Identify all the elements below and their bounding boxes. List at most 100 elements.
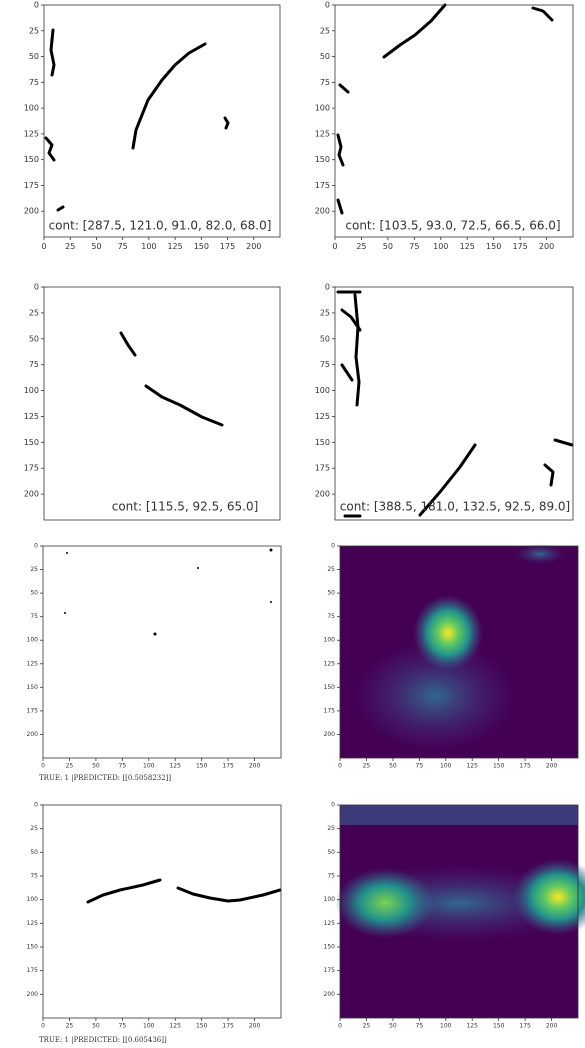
y-tick-label: 175 xyxy=(315,181,330,190)
x-tick-label: 125 xyxy=(466,763,478,770)
y-tick-label: 75 xyxy=(30,613,38,620)
y-tick-label: 200 xyxy=(24,207,39,216)
x-tick-label: 125 xyxy=(167,242,182,251)
crack xyxy=(336,198,344,215)
y-tick-label: 0 xyxy=(34,1,39,10)
heat-region xyxy=(513,859,585,935)
x-tick-label: 25 xyxy=(363,1023,371,1030)
y-tick-label: 100 xyxy=(24,386,39,395)
speck xyxy=(64,612,66,614)
y-tick-label: 200 xyxy=(315,207,330,216)
y-tick-label: 50 xyxy=(320,334,330,343)
crack xyxy=(119,331,137,357)
caption: TRUE: 1 |PREDICTED: [[0.5058232]] xyxy=(39,774,171,782)
crack xyxy=(553,438,574,447)
x-tick-label: 100 xyxy=(440,1023,452,1030)
crack xyxy=(56,205,65,212)
x-tick-label: 50 xyxy=(92,763,100,770)
y-tick-label: 125 xyxy=(27,920,39,927)
x-tick-label: 75 xyxy=(119,1023,127,1030)
x-tick-label: 75 xyxy=(118,242,128,251)
crack xyxy=(86,878,162,904)
x-tick-label: 125 xyxy=(460,242,475,251)
x-tick-label: 200 xyxy=(246,242,261,251)
axes-frame xyxy=(42,804,282,1019)
x-tick-label: 175 xyxy=(222,1023,234,1030)
y-tick-label: 200 xyxy=(324,991,336,998)
y-tick-label: 25 xyxy=(320,26,330,35)
axes-frame xyxy=(339,804,579,1019)
x-tick-label: 200 xyxy=(249,1023,261,1030)
y-tick-label: 125 xyxy=(24,129,39,138)
axes-frame xyxy=(334,4,574,238)
y-tick-label: 0 xyxy=(325,283,330,292)
x-tick-label: 75 xyxy=(119,763,127,770)
y-tick-label: 75 xyxy=(29,360,39,369)
y-tick-label: 200 xyxy=(24,490,39,499)
y-tick-label: 150 xyxy=(315,438,330,447)
axes-frame xyxy=(334,286,574,521)
y-tick-label: 25 xyxy=(30,566,38,573)
y-tick-label: 50 xyxy=(29,334,39,343)
y-tick-label: 150 xyxy=(24,438,39,447)
panel: 0 25 50 75 100 125 150 175 200 0 25 50 75 100 125 150 17… xyxy=(24,1,281,251)
crack xyxy=(144,384,224,427)
x-tick-label: 125 xyxy=(169,1023,181,1030)
x-tick-label: 150 xyxy=(493,1023,505,1030)
y-tick-label: 25 xyxy=(327,825,335,832)
y-tick-label: 50 xyxy=(320,52,330,61)
caption: cont: [287.5, 121.0, 91.0, 82.0, 68.0] xyxy=(49,219,272,233)
y-tick-label: 100 xyxy=(27,896,39,903)
crack xyxy=(418,443,477,517)
y-tick-label: 50 xyxy=(327,849,335,856)
x-tick-label: 75 xyxy=(416,763,424,770)
crack xyxy=(131,42,207,150)
y-tick-label: 150 xyxy=(324,684,336,691)
y-tick-label: 0 xyxy=(331,802,335,809)
y-tick-label: 100 xyxy=(27,637,39,644)
x-tick-label: 150 xyxy=(493,763,505,770)
y-tick-label: 200 xyxy=(27,731,39,738)
y-tick-label: 100 xyxy=(315,386,330,395)
y-tick-label: 75 xyxy=(29,78,39,87)
y-tick-label: 100 xyxy=(315,104,330,113)
y-tick-label: 125 xyxy=(324,920,336,927)
y-tick-label: 125 xyxy=(27,660,39,667)
panel: 0 25 50 75 100 125 150 175 200 cont: [115.5, 92.5… xyxy=(24,283,281,521)
x-tick-label: 25 xyxy=(66,763,74,770)
y-tick-label: 0 xyxy=(34,802,38,809)
x-tick-label: 25 xyxy=(356,242,366,251)
crack xyxy=(353,293,361,407)
y-tick-label: 25 xyxy=(29,26,39,35)
y-tick-label: 50 xyxy=(30,590,38,597)
heat-region xyxy=(515,544,565,564)
x-tick-label: 200 xyxy=(546,763,558,770)
x-tick-label: 50 xyxy=(92,1023,100,1030)
y-tick-label: 150 xyxy=(315,155,330,164)
y-tick-label: 0 xyxy=(34,543,38,550)
panel: 0 25 50 75 100 125 150 175 200 0 25 50 75 100 125 150 17… xyxy=(27,543,282,782)
image-bg xyxy=(335,287,573,520)
x-tick-label: 200 xyxy=(539,242,554,251)
y-tick-label: 175 xyxy=(324,967,336,974)
y-tick-label: 50 xyxy=(30,849,38,856)
y-tick-label: 175 xyxy=(324,707,336,714)
y-tick-label: 75 xyxy=(320,78,330,87)
axes-frame xyxy=(339,545,579,759)
caption: TRUE: 1 |PREDICTED: [[0.605436]] xyxy=(39,1036,167,1044)
y-tick-label: 150 xyxy=(27,684,39,691)
crack xyxy=(223,116,230,130)
x-tick-label: 150 xyxy=(194,242,209,251)
x-tick-label: 50 xyxy=(389,763,397,770)
x-tick-label: 175 xyxy=(519,1023,531,1030)
y-tick-label: 150 xyxy=(24,155,39,164)
crack xyxy=(340,363,354,382)
y-tick-label: 200 xyxy=(324,731,336,738)
crack xyxy=(531,6,554,22)
y-tick-label: 175 xyxy=(24,464,39,473)
y-tick-label: 75 xyxy=(327,873,335,880)
y-tick-label: 50 xyxy=(29,52,39,61)
crack xyxy=(176,886,282,903)
y-tick-label: 175 xyxy=(27,707,39,714)
